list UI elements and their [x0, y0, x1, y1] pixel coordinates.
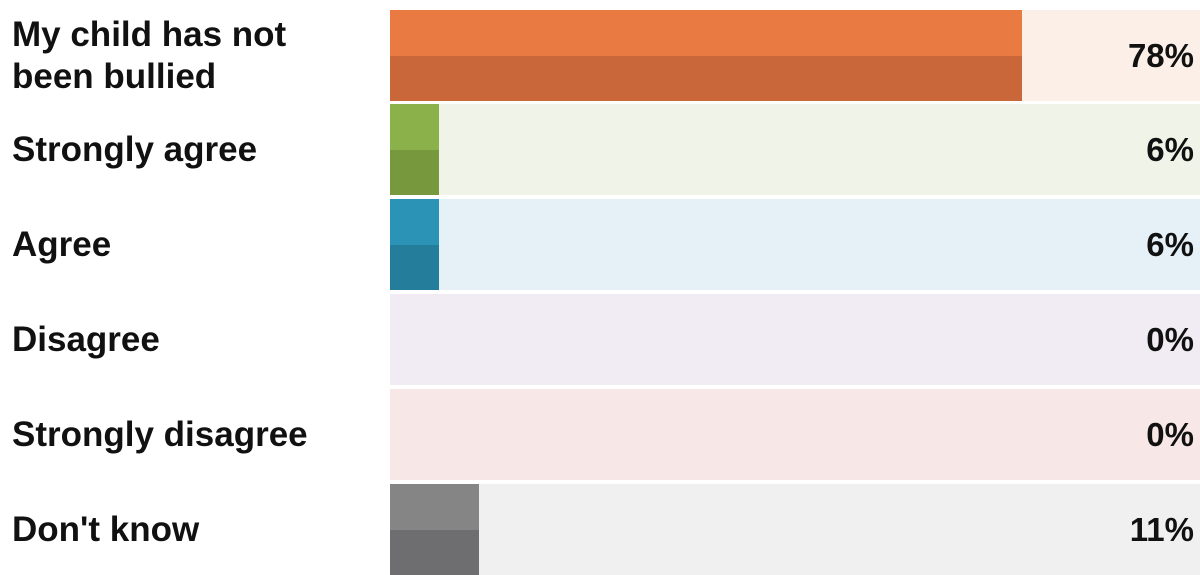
value-label: 6% — [1146, 225, 1194, 263]
category-label: Strongly agree — [12, 129, 258, 169]
bar-track: 6% — [390, 104, 1200, 195]
category-label: Strongly disagree — [12, 414, 308, 454]
bar — [390, 10, 1022, 101]
value-label: 6% — [1146, 130, 1194, 168]
bar-track: 78% — [390, 10, 1200, 101]
category-label: Don't know — [12, 509, 200, 549]
category-label: Agree — [12, 224, 112, 264]
category-label: Disagree — [12, 319, 160, 359]
bar-track: 11% — [390, 484, 1200, 575]
bar-track: 6% — [390, 199, 1200, 290]
bar — [390, 199, 439, 290]
value-label: 0% — [1146, 320, 1194, 358]
value-label: 0% — [1146, 415, 1194, 453]
value-label: 78% — [1127, 36, 1194, 74]
value-label: 11% — [1129, 510, 1194, 548]
bar-track: 0% — [390, 294, 1200, 385]
bar-track: 0% — [390, 389, 1200, 480]
category-label: My child has not been bullied — [12, 14, 287, 96]
bar — [390, 484, 479, 575]
bar — [390, 104, 439, 195]
